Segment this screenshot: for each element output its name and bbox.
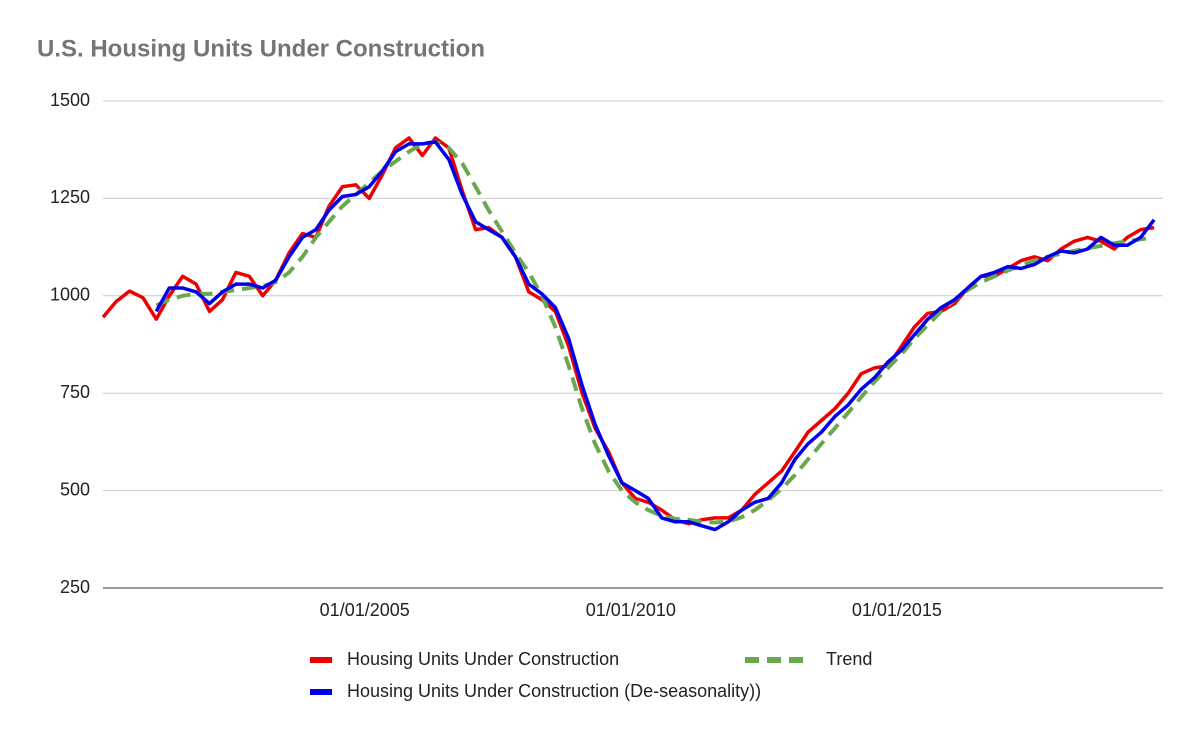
x-tick-label: 01/01/2015 — [852, 600, 942, 620]
y-tick-label: 500 — [60, 479, 90, 499]
chart-title: U.S. Housing Units Under Construction — [37, 35, 485, 62]
y-tick-label: 1000 — [50, 285, 90, 305]
legend-label: Trend — [826, 649, 872, 669]
series-line — [154, 140, 1156, 532]
legend-label: Housing Units Under Construction — [347, 649, 619, 669]
y-tick-label: 250 — [60, 577, 90, 597]
y-tick-label: 750 — [60, 382, 90, 402]
legend-label: Housing Units Under Construction (De-sea… — [347, 681, 761, 701]
y-tick-label: 1500 — [50, 90, 90, 110]
x-tick-label: 01/01/2010 — [586, 600, 676, 620]
series-line — [155, 139, 1155, 525]
series-line — [101, 136, 1155, 526]
y-tick-label: 1250 — [50, 187, 90, 207]
x-tick-label: 01/01/2005 — [320, 600, 410, 620]
